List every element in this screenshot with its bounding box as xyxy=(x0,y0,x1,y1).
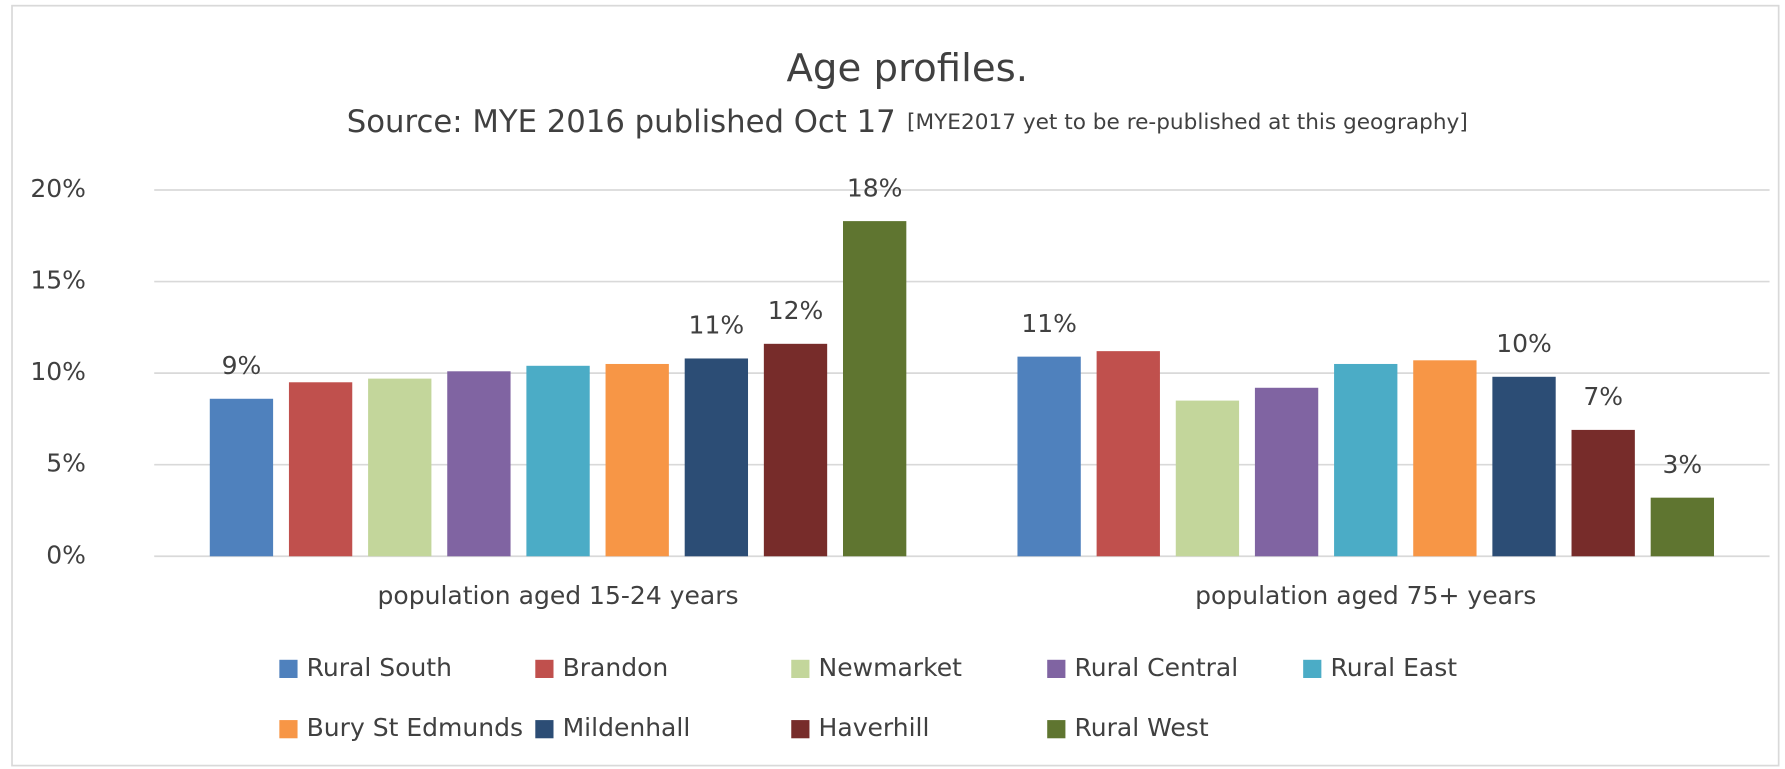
y-tick-label: 5% xyxy=(46,449,86,478)
bar xyxy=(1650,497,1715,557)
subtitle: Source: MYE 2016 published Oct 17 xyxy=(347,103,896,139)
legend-swatch xyxy=(791,720,810,739)
legend-swatch xyxy=(791,659,810,678)
x-tick-label: population aged 15-24 years xyxy=(378,581,739,610)
bar xyxy=(1413,360,1477,557)
data-label: 7% xyxy=(1583,382,1623,411)
legend-swatch xyxy=(535,720,554,739)
bar xyxy=(1175,400,1240,557)
bar xyxy=(1492,376,1556,557)
data-label: 3% xyxy=(1662,450,1702,479)
note: [MYE2017 yet to be re-published at this … xyxy=(907,110,1468,135)
legend-swatch xyxy=(1047,720,1066,739)
legend-label: Newmarket xyxy=(819,653,963,682)
legend-swatch xyxy=(279,720,298,739)
y-tick-label: 15% xyxy=(30,266,86,295)
legend-label: Brandon xyxy=(563,653,669,682)
legend-label: Haverhill xyxy=(819,713,930,742)
chart-subtitle: Source: MYE 2016 published Oct 17 [MYE201… xyxy=(347,103,1468,139)
data-label: 11% xyxy=(689,311,745,340)
data-label: 9% xyxy=(222,351,262,380)
data-label: 11% xyxy=(1021,309,1077,338)
data-label: 12% xyxy=(768,296,824,325)
data-label: 10% xyxy=(1496,329,1552,358)
y-tick-label: 0% xyxy=(46,540,86,569)
bar xyxy=(447,371,511,557)
bar xyxy=(605,363,669,557)
legend-label: Rural East xyxy=(1330,653,1457,682)
bar xyxy=(843,221,907,557)
x-tick-label: population aged 75+ years xyxy=(1195,581,1536,610)
legend-swatch xyxy=(1303,659,1322,678)
bar xyxy=(1334,363,1398,557)
bar xyxy=(1017,356,1081,557)
legend-swatch xyxy=(279,659,298,678)
legend-label: Rural West xyxy=(1075,713,1209,742)
bar xyxy=(1571,429,1635,557)
legend-label: Bury St Edmunds xyxy=(307,713,523,742)
bar xyxy=(526,365,590,557)
bar xyxy=(368,378,432,557)
y-tick-label: 20% xyxy=(30,174,86,203)
legend-swatch xyxy=(1047,659,1066,678)
bar xyxy=(209,398,274,557)
legend-label: Rural Central xyxy=(1075,653,1239,682)
y-tick-label: 10% xyxy=(30,357,86,386)
legend-label: Rural South xyxy=(307,653,452,682)
bar xyxy=(288,382,353,557)
data-label: 18% xyxy=(847,173,903,202)
bar xyxy=(1254,387,1319,557)
bar xyxy=(763,343,828,557)
legend-swatch xyxy=(535,659,554,678)
chart-title: Age profiles. xyxy=(786,46,1028,91)
legend-label: Mildenhall xyxy=(563,713,691,742)
bar xyxy=(1096,351,1160,557)
bar xyxy=(684,358,749,557)
